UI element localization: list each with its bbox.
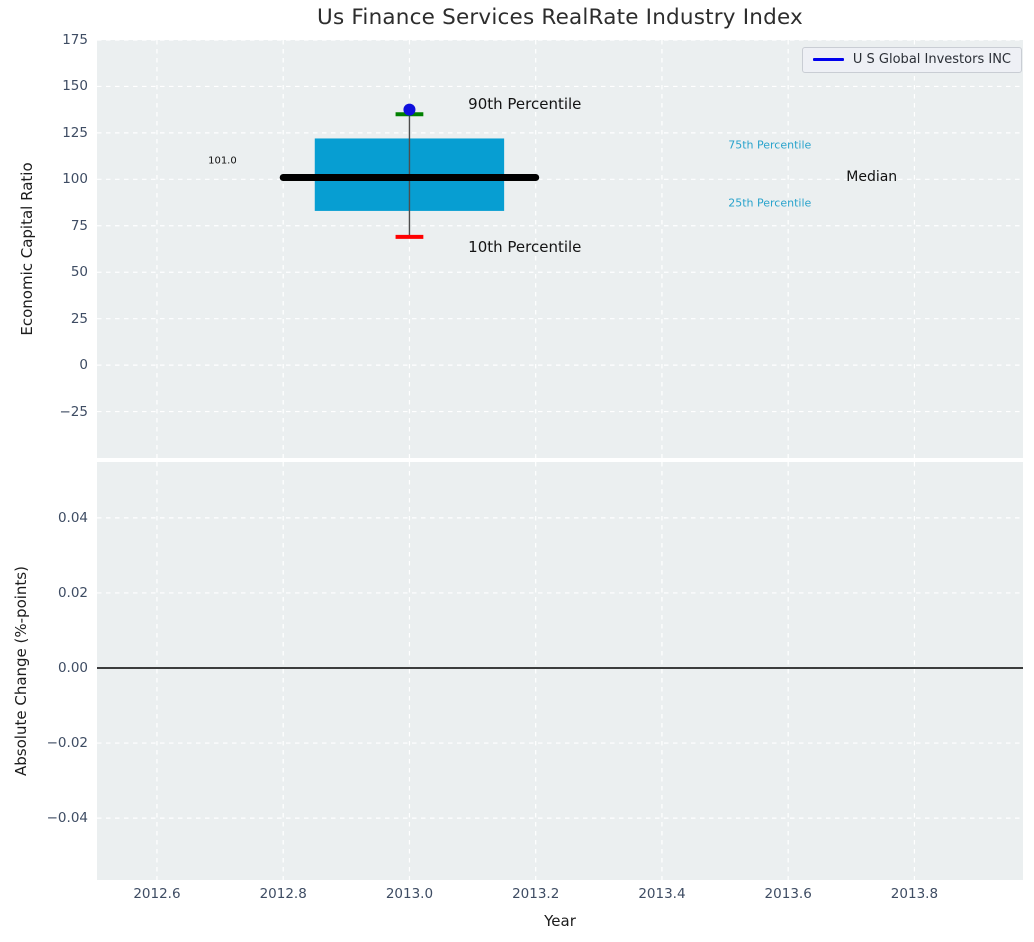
- legend-line-icon: [812, 58, 844, 61]
- bottom-plot-area: [97, 462, 1023, 880]
- y-tick-label: −0.02: [46, 735, 88, 752]
- chart-title: Us Finance Services RealRate Industry In…: [317, 5, 803, 30]
- median-value-label: 101.0: [208, 155, 237, 167]
- y-tick-label: 125: [62, 124, 88, 141]
- legend-label: U S Global Investors INC: [852, 52, 1011, 67]
- annotation-25th-percentile: 25th Percentile: [728, 196, 812, 210]
- annotation-10th-percentile: 10th Percentile: [468, 238, 582, 257]
- annotation-median: Median: [846, 169, 898, 186]
- y-tick-label: −25: [59, 403, 89, 420]
- y-axis-label-top: Economic Capital Ratio: [18, 162, 36, 336]
- y-tick-label: 75: [70, 217, 88, 234]
- y-tick-label: 0.02: [57, 584, 88, 601]
- annotation-75th-percentile: 75th Percentile: [728, 138, 812, 152]
- x-tick-label: 2013.2: [512, 886, 560, 902]
- y-tick-label: 175: [62, 32, 88, 48]
- y-tick-label: 0.00: [57, 659, 88, 676]
- x-tick-label: 2013.4: [638, 886, 686, 902]
- x-tick-label: 2012.8: [259, 886, 307, 902]
- x-tick-label: 2013.0: [385, 886, 434, 902]
- y-tick-label: 100: [62, 171, 88, 188]
- company-value-dot: [403, 103, 416, 116]
- y-tick-label: 50: [70, 264, 88, 281]
- y-tick-label: 25: [70, 310, 88, 327]
- x-axis-label: Year: [544, 912, 576, 930]
- y-tick-label: 0: [79, 357, 88, 374]
- top-plot-area: [97, 39, 1023, 458]
- plot-bottom-canvas: [97, 462, 1023, 880]
- annotation-90th-percentile: 90th Percentile: [468, 95, 582, 114]
- x-tick-label: 2012.6: [133, 886, 181, 902]
- legend: U S Global Investors INC: [801, 47, 1022, 73]
- y-tick-label: 150: [62, 78, 88, 95]
- x-tick-label: 2013.6: [764, 886, 812, 902]
- x-tick-label: 2013.8: [890, 886, 939, 902]
- y-tick-label: −0.04: [46, 810, 88, 827]
- y-tick-label: 0.04: [57, 509, 88, 526]
- plot-top-canvas: [97, 39, 1023, 458]
